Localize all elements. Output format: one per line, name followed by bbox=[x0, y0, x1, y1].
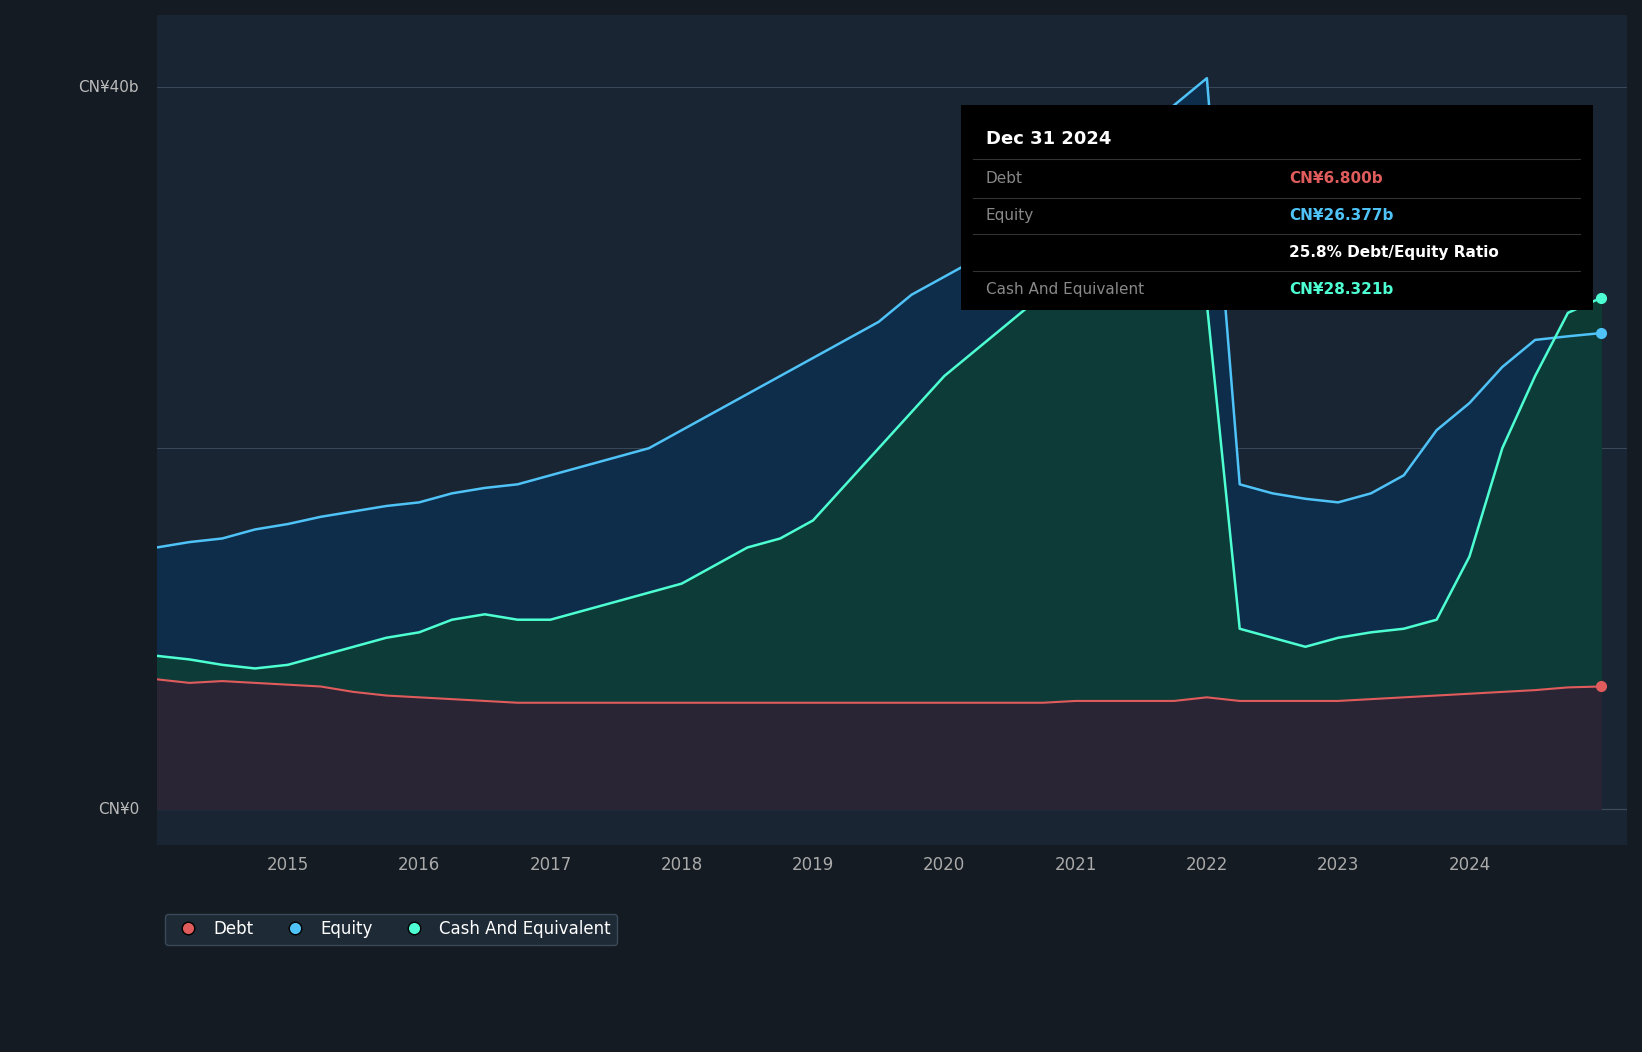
Text: Debt: Debt bbox=[985, 170, 1023, 185]
Text: CN¥28.321b: CN¥28.321b bbox=[1289, 282, 1394, 298]
Text: CN¥26.377b: CN¥26.377b bbox=[1289, 208, 1394, 223]
Legend: Debt, Equity, Cash And Equivalent: Debt, Equity, Cash And Equivalent bbox=[164, 913, 617, 945]
Text: CN¥0: CN¥0 bbox=[97, 802, 140, 816]
Text: CN¥40b: CN¥40b bbox=[79, 80, 140, 95]
Text: Cash And Equivalent: Cash And Equivalent bbox=[985, 282, 1144, 298]
Text: Dec 31 2024: Dec 31 2024 bbox=[985, 129, 1112, 148]
Text: 25.8% Debt/Equity Ratio: 25.8% Debt/Equity Ratio bbox=[1289, 245, 1499, 261]
Text: Equity: Equity bbox=[985, 208, 1034, 223]
Text: CN¥6.800b: CN¥6.800b bbox=[1289, 170, 1383, 185]
